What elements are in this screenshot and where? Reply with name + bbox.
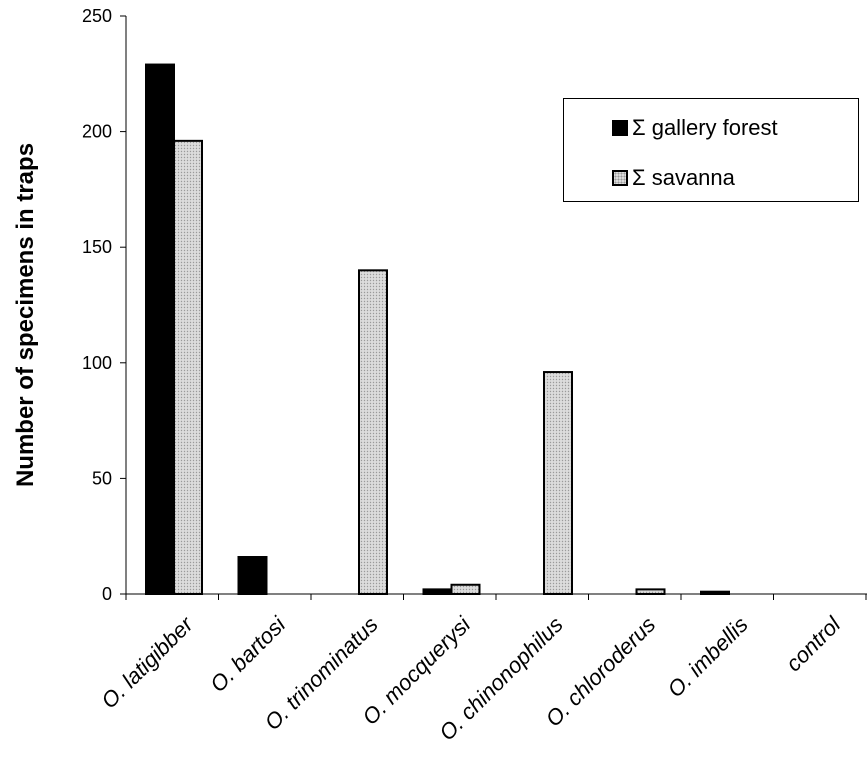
y-tick-label: 250: [82, 6, 112, 26]
y-tick-label: 50: [92, 468, 112, 488]
bar-savanna: [635, 588, 666, 595]
bar-savanna: [543, 371, 573, 595]
legend-label-gallery-forest: Σ gallery forest: [632, 115, 778, 140]
bar-savanna: [173, 139, 203, 596]
bar-savanna: [358, 269, 388, 595]
x-tick-label: control: [781, 611, 846, 676]
bar-gallery-forest: [145, 63, 175, 595]
y-tick-label: 200: [82, 122, 112, 142]
x-tick-label: O. latigibber: [96, 611, 199, 714]
bar-gallery-forest: [700, 590, 730, 595]
y-axis-title: Number of specimens in traps: [12, 143, 39, 487]
legend-swatch-gallery-forest: [612, 120, 628, 136]
x-tick-label: O. bartosi: [205, 611, 291, 697]
legend-label-savanna: Σ savanna: [632, 165, 735, 190]
y-tick-label: 150: [82, 237, 112, 257]
y-tick-label: 0: [102, 584, 112, 604]
legend-swatch-savanna: [612, 170, 628, 186]
legend: Σ gallery forest Σ savanna: [563, 98, 859, 202]
bar-gallery-forest: [422, 588, 453, 595]
legend-entry-gallery-forest: Σ gallery forest: [612, 115, 778, 141]
bar-gallery-forest: [237, 556, 268, 595]
bar-savanna: [450, 583, 481, 596]
y-tick-label: 100: [82, 353, 112, 373]
legend-entry-savanna: Σ savanna: [612, 165, 735, 191]
x-tick-label: O. imbellis: [662, 612, 752, 702]
